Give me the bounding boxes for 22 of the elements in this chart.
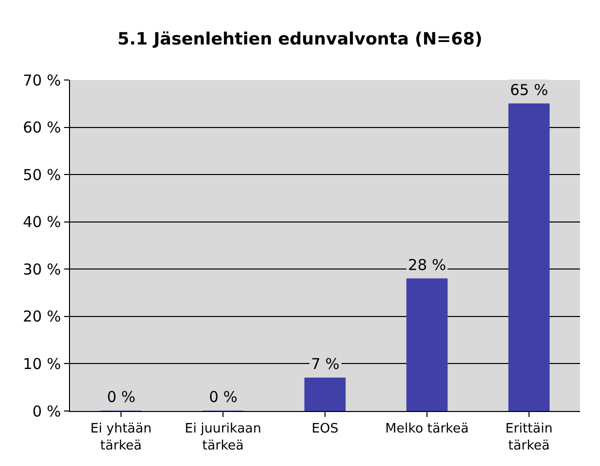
data-label: 0 %: [209, 388, 238, 406]
bar: [406, 278, 448, 411]
chart-title: 5.1 Jäsenlehtien edunvalvonta (N=68): [118, 30, 482, 50]
data-label: 0 %: [107, 388, 136, 406]
y-tick-label: 30 %: [22, 260, 61, 278]
x-tick-label: EOS: [312, 422, 338, 437]
y-tick-label: 10 %: [22, 354, 61, 373]
y-tick-label: 0 %: [32, 402, 61, 420]
data-label: 65 %: [510, 81, 548, 99]
x-tick-label: Melko tärkeä: [385, 422, 469, 437]
bar: [304, 378, 346, 411]
x-tick-label: Ei yhtään tärkeä: [90, 422, 152, 454]
y-tick-label: 60 %: [22, 118, 61, 137]
y-tick-label: 50 %: [22, 166, 61, 184]
x-tick-label: Ei juurikaan tärkeä: [184, 422, 262, 454]
x-tick-label: Erittäin tärkeä: [505, 422, 553, 454]
y-tick-label: 40 %: [22, 213, 61, 232]
bar: [508, 103, 550, 411]
y-tick-label: 20 %: [22, 308, 61, 326]
y-tick-label: 70 %: [22, 71, 61, 90]
data-label: 28 %: [408, 256, 446, 274]
data-label: 7 %: [311, 355, 340, 373]
